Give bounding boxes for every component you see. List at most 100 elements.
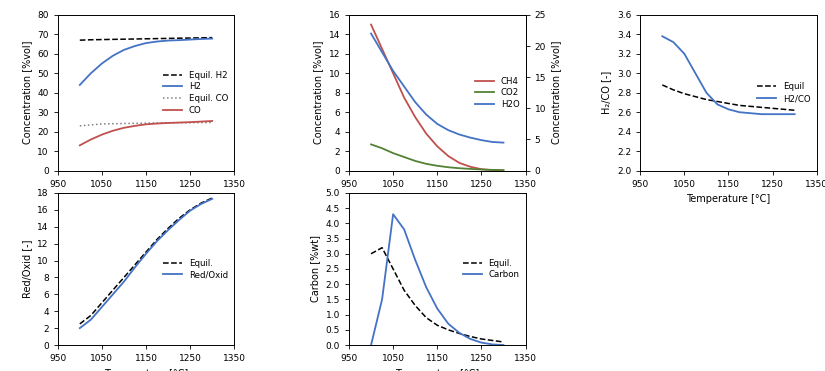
H2: [108, 53, 118, 58]
H2: [141, 41, 151, 45]
CO: [130, 124, 140, 128]
CO2: [476, 167, 486, 172]
Carbon: [488, 342, 497, 347]
CO: [207, 119, 217, 123]
H2: [119, 47, 129, 52]
Equil.: [410, 303, 420, 308]
Carbon: [432, 306, 442, 311]
CO2: [432, 164, 442, 168]
Legend: CH4, CO2, H2O: CH4, CO2, H2O: [471, 73, 523, 112]
Line: Equil. CO: Equil. CO: [80, 122, 212, 126]
Equil. CO: [86, 123, 96, 127]
CH4: [498, 168, 508, 173]
Line: Equil: Equil: [662, 85, 794, 110]
Equil. H2: [163, 36, 173, 41]
CO: [97, 132, 106, 137]
CH4: [399, 95, 409, 100]
H2/CO: [668, 40, 678, 45]
H2O: [476, 138, 486, 142]
X-axis label: Temperature [°C]: Temperature [°C]: [395, 194, 479, 204]
CO: [75, 143, 85, 148]
Line: Carbon: Carbon: [371, 214, 503, 345]
Equil.: [97, 301, 106, 305]
Equil. H2: [86, 37, 96, 42]
Equil.: [488, 338, 497, 343]
Equil.: [75, 322, 85, 326]
CH4: [366, 22, 376, 27]
CH4: [465, 165, 475, 169]
Y-axis label: H₂/CO [-]: H₂/CO [-]: [601, 71, 611, 114]
Equil.: [141, 250, 151, 254]
Equil.: [130, 263, 140, 267]
Legend: Equil. H2, H2, Equil. CO, CO: Equil. H2, H2, Equil. CO, CO: [159, 68, 232, 118]
Carbon: [498, 343, 508, 347]
CO2: [366, 142, 376, 147]
Equil. CO: [163, 121, 173, 125]
CO2: [410, 159, 420, 163]
CH4: [455, 161, 464, 165]
Carbon: [455, 331, 464, 335]
Equil.: [174, 216, 184, 220]
Red/Oxid: [174, 218, 184, 222]
H2/CO: [779, 112, 789, 116]
Line: Equil.: Equil.: [371, 248, 503, 342]
Equil.: [422, 315, 431, 320]
Equil. H2: [119, 37, 129, 42]
H2/CO: [658, 34, 667, 39]
H2O: [366, 31, 376, 36]
Legend: Equil., Red/Oxid: Equil., Red/Oxid: [160, 255, 232, 283]
CO2: [389, 151, 398, 155]
Equil.: [196, 201, 206, 205]
Equil. H2: [75, 38, 85, 42]
CO: [163, 121, 173, 125]
CO: [185, 120, 195, 124]
Equil. CO: [119, 121, 129, 126]
H2/CO: [691, 71, 700, 76]
CO2: [455, 166, 464, 170]
H2O: [389, 69, 398, 73]
CH4: [410, 115, 420, 119]
Carbon: [465, 337, 475, 341]
CH4: [422, 131, 431, 136]
Equil. H2: [130, 37, 140, 41]
H2O: [422, 112, 431, 117]
Equil. H2: [152, 36, 162, 41]
Red/Oxid: [207, 197, 217, 201]
Equil: [734, 103, 744, 108]
Equil: [680, 92, 690, 96]
CH4: [476, 167, 486, 171]
Line: H2: H2: [80, 39, 212, 85]
H2: [130, 44, 140, 48]
H2: [97, 61, 106, 66]
CH4: [432, 144, 442, 148]
Equil.: [498, 340, 508, 344]
Equil: [768, 106, 778, 111]
Equil.: [455, 331, 464, 336]
H2O: [432, 122, 442, 126]
Carbon: [366, 343, 376, 347]
Red/Oxid: [130, 265, 140, 269]
H2/CO: [680, 52, 690, 56]
CO2: [399, 155, 409, 159]
Line: H2O: H2O: [371, 33, 503, 142]
Line: CH4: CH4: [371, 24, 503, 170]
Equil.: [152, 237, 162, 242]
H2/CO: [713, 102, 723, 107]
Equil. H2: [207, 35, 217, 40]
Equil.: [207, 196, 217, 200]
Line: H2/CO: H2/CO: [662, 36, 794, 114]
Equil. CO: [152, 121, 162, 125]
Equil.: [366, 252, 376, 256]
H2/CO: [768, 112, 778, 116]
Equil. CO: [130, 121, 140, 125]
CO: [174, 120, 184, 125]
Equil.: [443, 328, 453, 332]
Equil: [724, 101, 733, 106]
Carbon: [476, 340, 486, 345]
CO2: [498, 168, 508, 173]
H2: [196, 37, 206, 41]
Equil.: [432, 323, 442, 328]
CH4: [488, 168, 497, 173]
Line: Red/Oxid: Red/Oxid: [80, 199, 212, 328]
Equil. H2: [185, 36, 195, 40]
